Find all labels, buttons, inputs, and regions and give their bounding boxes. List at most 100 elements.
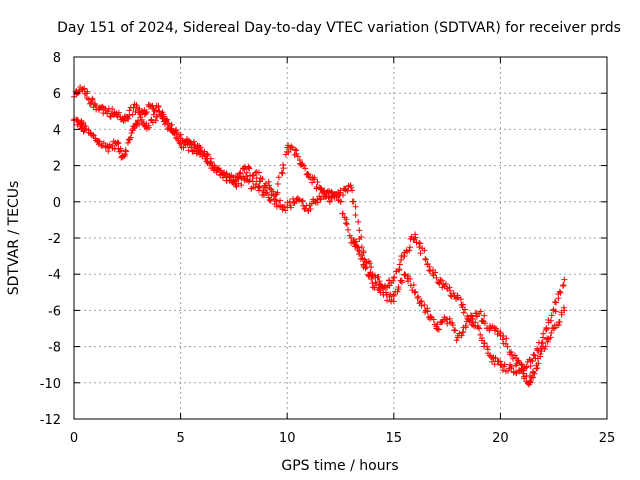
x-tick-label: 10 (279, 431, 296, 446)
trace-marker (449, 322, 456, 329)
trace-marker (342, 220, 349, 227)
trace-marker (263, 184, 270, 191)
trace-marker (107, 113, 114, 120)
trace-marker (317, 195, 324, 202)
trace-marker (155, 104, 162, 111)
trace-marker (391, 274, 398, 281)
trace-marker (314, 196, 321, 203)
trace-marker (215, 166, 222, 173)
trace-marker (442, 280, 449, 287)
trace-marker (430, 316, 437, 323)
trace-marker (543, 324, 550, 331)
trace-marker (79, 121, 86, 128)
trace-marker (266, 197, 273, 204)
y-tick-label: -8 (48, 341, 61, 356)
trace-marker (556, 319, 563, 326)
data-point (476, 325, 483, 332)
trace-marker (152, 117, 159, 124)
trace-marker (481, 340, 488, 347)
trace-marker (190, 148, 197, 155)
trace-marker (259, 176, 266, 183)
trace-marker (527, 363, 534, 370)
trace-marker (261, 183, 268, 190)
trace-marker (311, 174, 318, 181)
trace-marker (462, 324, 469, 331)
trace-marker (143, 120, 150, 127)
trace-marker (468, 312, 475, 319)
trace-marker (356, 227, 363, 234)
trace-marker (280, 161, 287, 168)
y-tick-label: -2 (48, 232, 61, 247)
trace-marker (462, 306, 469, 313)
trace-marker (89, 96, 96, 103)
trace-marker (484, 343, 491, 350)
ticks-layer (73, 56, 608, 420)
trace-marker (396, 261, 403, 268)
trace-marker (186, 139, 193, 146)
trace-marker (160, 111, 167, 118)
trace-marker (143, 108, 150, 115)
trace-marker (255, 184, 262, 191)
trace-marker (343, 221, 350, 228)
trace-marker (287, 204, 294, 211)
y-tick-label: 0 (53, 196, 61, 211)
trace-marker (122, 147, 129, 154)
trace-marker (246, 165, 253, 172)
trace-marker (535, 360, 542, 367)
trace-marker (437, 276, 444, 283)
trace-marker (457, 296, 464, 303)
trace-marker (530, 374, 537, 381)
trace-marker (129, 111, 136, 118)
trace-marker (359, 252, 366, 259)
trace-marker (89, 95, 96, 102)
trace-marker (115, 109, 122, 116)
trace-marker (537, 351, 544, 358)
x-tick-label: 15 (386, 431, 403, 446)
trace-marker (148, 116, 155, 123)
trace-marker (509, 355, 516, 362)
trace-marker (346, 232, 353, 239)
y-tick-label: 8 (53, 51, 61, 66)
trace-marker (328, 189, 335, 196)
trace-marker (267, 185, 274, 192)
trace-marker (518, 361, 525, 368)
y-tick-label: -4 (48, 268, 61, 283)
trace-marker (417, 298, 424, 305)
data-point (198, 148, 205, 155)
trace-marker (406, 247, 413, 254)
trace-marker (163, 116, 170, 123)
trace-marker (531, 352, 538, 359)
trace-marker (547, 317, 554, 324)
data-point (561, 276, 568, 283)
trace-marker (424, 308, 431, 315)
trace-marker (111, 146, 118, 153)
trace-marker (377, 282, 384, 289)
trace-marker (237, 169, 244, 176)
trace-marker (410, 281, 417, 288)
trace-marker (114, 139, 121, 146)
trace-marker (337, 198, 344, 205)
trace-marker (421, 302, 428, 309)
trace-marker (238, 182, 245, 189)
trace-marker (451, 293, 458, 300)
x-axis-label: GPS time / hours (281, 458, 398, 474)
trace-marker (366, 260, 373, 267)
y-tick-label: -12 (40, 413, 61, 428)
trace-marker (417, 240, 424, 247)
trace-marker (526, 379, 533, 386)
trace-marker (113, 110, 120, 117)
trace-marker (367, 269, 374, 276)
trace-marker (459, 301, 466, 308)
trace-marker (264, 190, 271, 197)
trace-marker (84, 88, 91, 95)
trace-marker (484, 346, 491, 353)
trace-marker (503, 335, 510, 342)
trace-marker (527, 357, 534, 364)
trace-marker (114, 113, 121, 120)
trace-marker (347, 182, 354, 189)
trace-marker (322, 189, 329, 196)
data-point (358, 244, 365, 251)
trace-marker (204, 151, 211, 158)
trace-marker (132, 108, 139, 115)
trace-marker (400, 252, 407, 259)
